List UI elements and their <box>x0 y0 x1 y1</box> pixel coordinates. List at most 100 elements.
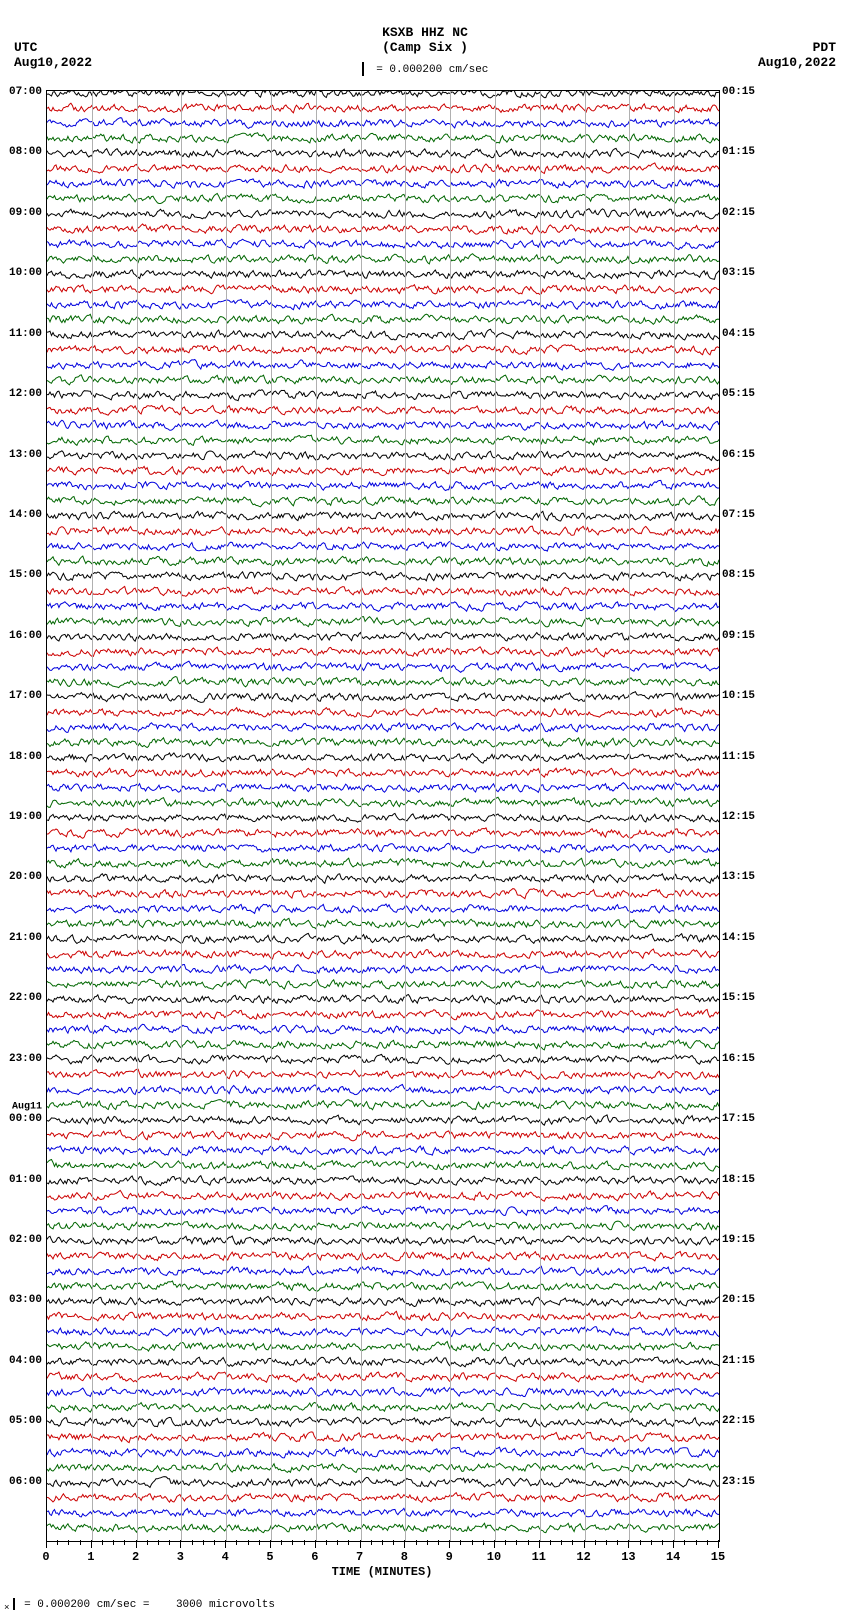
seismic-traces <box>47 91 719 1541</box>
x-tick <box>516 1540 517 1545</box>
x-tick <box>472 1540 473 1545</box>
pdt-hour-label: 04:15 <box>722 328 755 340</box>
seismic-trace <box>47 1372 719 1382</box>
pdt-hour-label: 18:15 <box>722 1174 755 1186</box>
pdt-hour-label: 13:15 <box>722 871 755 883</box>
seismic-trace <box>47 723 719 733</box>
utc-hour-label: 12:00 <box>9 388 42 400</box>
utc-hour-label: 10:00 <box>9 267 42 279</box>
seismic-trace <box>47 708 719 718</box>
seismic-trace <box>47 1266 719 1276</box>
pdt-hour-labels: 00:1501:1502:1503:1504:1505:1506:1507:15… <box>720 90 840 1540</box>
date-left-label: Aug10,2022 <box>14 55 92 70</box>
utc-hour-label: 23:00 <box>9 1053 42 1065</box>
x-tick <box>617 1540 618 1545</box>
grid-line <box>92 91 93 1541</box>
x-tick <box>427 1540 428 1545</box>
seismic-trace <box>47 1387 719 1396</box>
seismic-trace <box>47 995 719 1005</box>
x-tick-label: 3 <box>177 1550 184 1564</box>
seismic-trace <box>47 1357 719 1367</box>
utc-hour-label: 04:00 <box>9 1355 42 1367</box>
seismic-trace <box>47 118 719 129</box>
x-tick <box>628 1540 629 1548</box>
pdt-hour-label: 02:15 <box>722 207 755 219</box>
seismic-trace <box>47 270 719 280</box>
grid-line <box>495 91 496 1541</box>
x-tick-label: 1 <box>87 1550 94 1564</box>
pdt-hour-label: 21:15 <box>722 1355 755 1367</box>
seismic-trace <box>47 541 719 551</box>
x-tick <box>281 1540 282 1545</box>
x-tick <box>113 1540 114 1545</box>
x-tick-label: 11 <box>532 1550 546 1564</box>
seismic-trace <box>47 586 719 596</box>
seismic-trace <box>47 918 719 928</box>
x-tick <box>673 1540 674 1548</box>
seismic-trace <box>47 254 719 264</box>
x-tick <box>304 1540 305 1545</box>
pdt-hour-label: 08:15 <box>722 569 755 581</box>
seismic-trace <box>47 375 719 385</box>
x-tick <box>337 1540 338 1545</box>
x-tick <box>651 1540 652 1545</box>
seismic-trace <box>47 1251 719 1261</box>
seismic-trace <box>47 617 719 627</box>
utc-hour-label: 22:00 <box>9 992 42 1004</box>
scale-bar-icon <box>362 62 364 76</box>
seismic-trace <box>47 1523 719 1533</box>
x-tick <box>91 1540 92 1548</box>
utc-hour-label: 13:00 <box>9 449 42 461</box>
utc-hour-label: 06:00 <box>9 1476 42 1488</box>
x-tick <box>584 1540 585 1548</box>
grid-line <box>405 91 406 1541</box>
seismic-trace <box>47 828 719 838</box>
x-tick <box>136 1540 137 1548</box>
x-tick-label: 0 <box>42 1550 49 1564</box>
seismic-trace <box>47 451 719 461</box>
seismic-trace <box>47 1084 719 1094</box>
seismic-trace <box>47 314 719 324</box>
x-tick <box>214 1540 215 1545</box>
seismic-trace <box>47 949 719 959</box>
x-tick <box>248 1540 249 1545</box>
x-tick <box>102 1540 103 1545</box>
seismic-trace <box>47 1342 719 1352</box>
x-tick <box>158 1540 159 1545</box>
seismic-trace <box>47 1417 719 1427</box>
seismic-trace <box>47 1054 719 1064</box>
x-tick <box>494 1540 495 1548</box>
seismic-trace <box>47 889 719 899</box>
pdt-hour-label: 03:15 <box>722 267 755 279</box>
seismic-trace <box>47 1281 719 1291</box>
x-tick <box>572 1540 573 1545</box>
plot-area <box>46 90 720 1542</box>
seismic-trace <box>47 813 719 822</box>
x-tick <box>169 1540 170 1545</box>
seismic-trace <box>47 1508 719 1517</box>
utc-hour-label: 00:00 <box>9 1113 42 1125</box>
seismic-trace <box>47 1024 719 1035</box>
x-tick <box>46 1540 47 1548</box>
seismic-trace <box>47 1477 719 1488</box>
x-tick <box>259 1540 260 1545</box>
grid-line <box>629 91 630 1541</box>
seismic-trace <box>47 91 719 98</box>
pdt-hour-label: 07:15 <box>722 509 755 521</box>
seismic-trace <box>47 1100 719 1110</box>
seismic-trace <box>47 1311 719 1321</box>
seismic-trace <box>47 1009 719 1020</box>
utc-hour-label: 08:00 <box>9 146 42 158</box>
x-tick <box>505 1540 506 1545</box>
x-tick <box>192 1540 193 1545</box>
utc-hour-label: 16:00 <box>9 630 42 642</box>
seismic-trace <box>47 1115 719 1125</box>
seismic-trace <box>47 1447 719 1458</box>
x-tick <box>595 1540 596 1545</box>
utc-hour-label: 05:00 <box>9 1415 42 1427</box>
seismic-trace <box>47 556 719 566</box>
seismic-trace <box>47 360 719 371</box>
seismic-trace <box>47 768 719 777</box>
seismic-trace <box>47 1206 719 1216</box>
seismic-trace <box>47 345 719 355</box>
